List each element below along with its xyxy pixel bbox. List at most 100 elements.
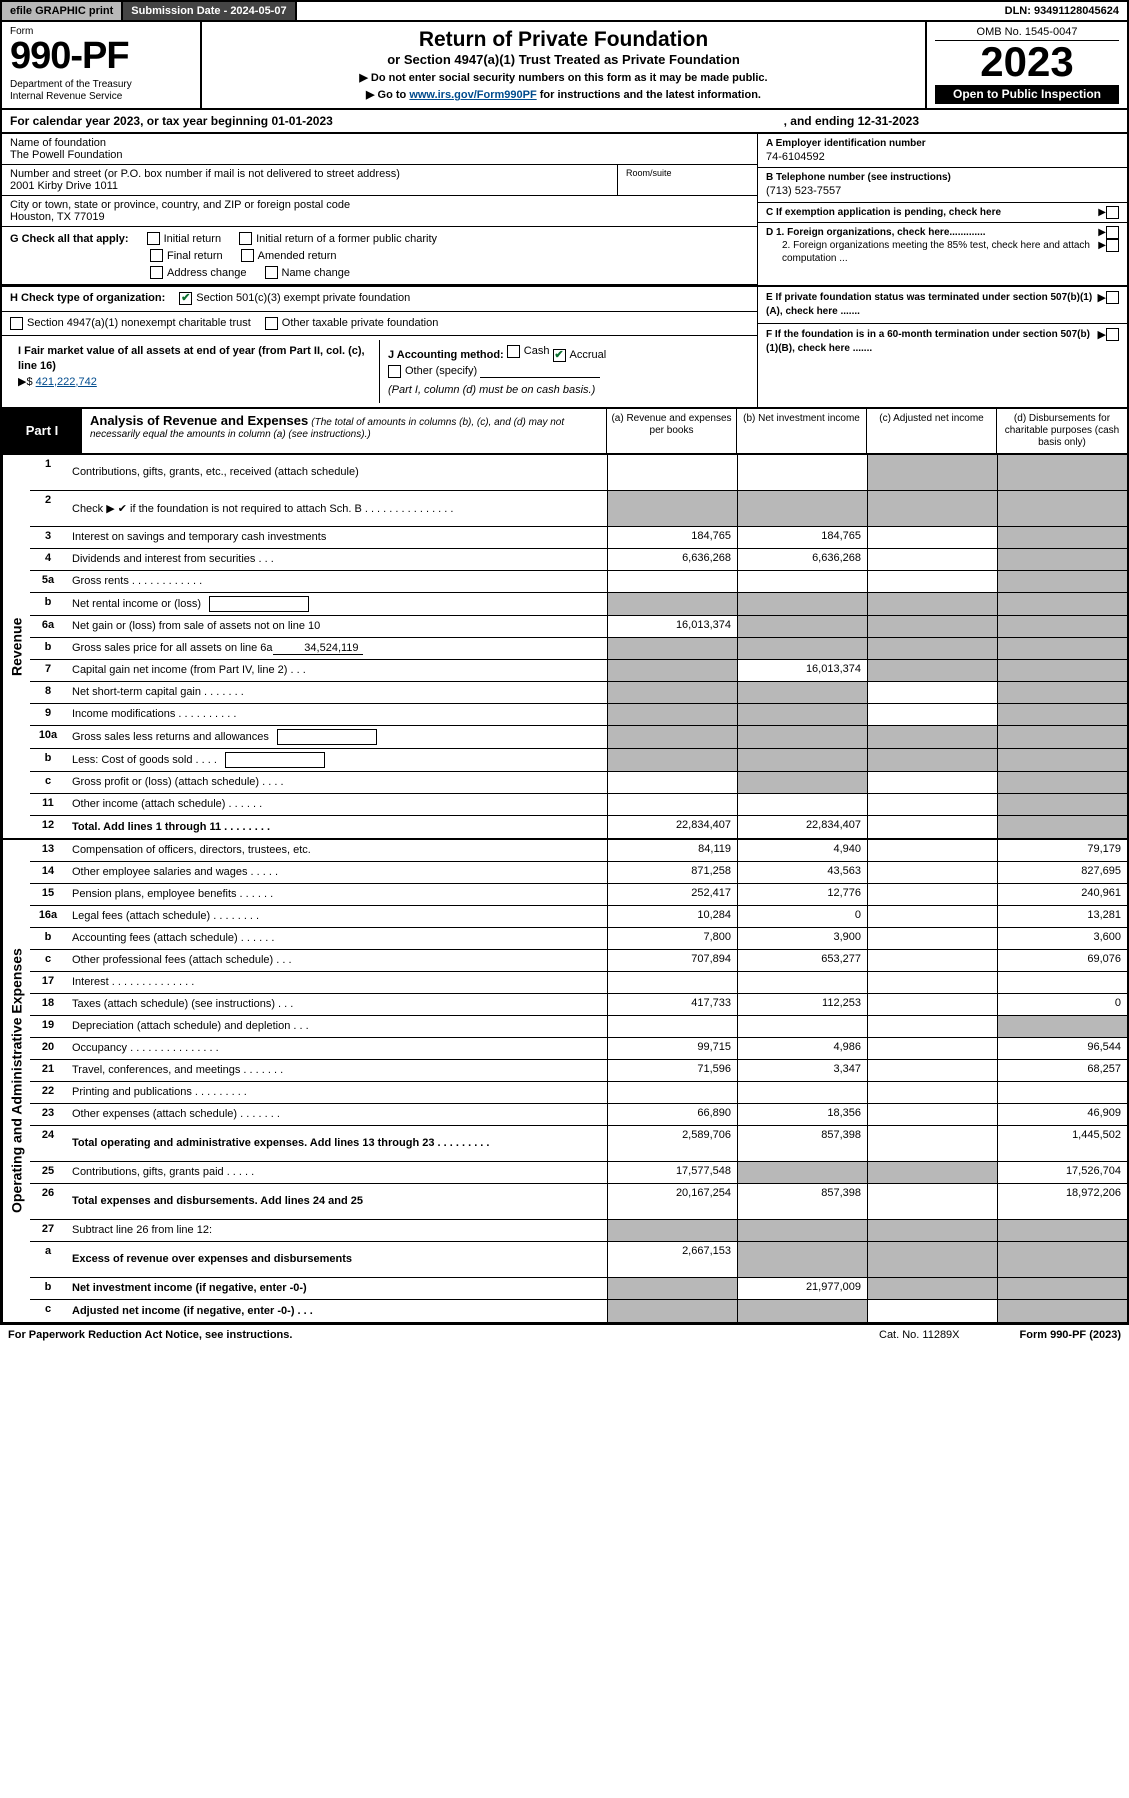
amount-cell [607, 455, 737, 490]
amount-cell [997, 1278, 1127, 1299]
chk-e[interactable] [1106, 291, 1119, 304]
form-header: Form 990-PF Department of the Treasury I… [0, 22, 1129, 110]
amount-cell [867, 660, 997, 681]
amount-cell [997, 704, 1127, 725]
chk-4947[interactable]: Section 4947(a)(1) nonexempt charitable … [10, 316, 251, 331]
amount-cell [607, 772, 737, 793]
line-description: Interest on savings and temporary cash i… [66, 527, 607, 548]
line-description: Total operating and administrative expen… [66, 1126, 607, 1161]
amount-cell: 184,765 [607, 527, 737, 548]
table-row: 8Net short-term capital gain . . . . . .… [30, 682, 1127, 704]
amount-cell [737, 972, 867, 993]
revenue-section: Revenue 1Contributions, gifts, grants, e… [0, 455, 1129, 840]
amount-cell [607, 660, 737, 681]
e-label: E If private foundation status was termi… [766, 291, 1098, 319]
amount-cell [997, 1242, 1127, 1277]
amount-cell: 0 [997, 994, 1127, 1015]
line-description: Taxes (attach schedule) (see instruction… [66, 994, 607, 1015]
amount-cell [737, 1162, 867, 1183]
chk-d2[interactable] [1106, 239, 1119, 252]
line-number: 1 [30, 455, 66, 490]
address-label: Number and street (or P.O. box number if… [10, 168, 609, 180]
chk-name-change[interactable]: Name change [265, 266, 351, 279]
line-number: 12 [30, 816, 66, 838]
cal-year-end: , and ending 12-31-2023 [784, 114, 919, 128]
table-row: 9Income modifications . . . . . . . . . … [30, 704, 1127, 726]
chk-accrual[interactable]: Accrual [553, 348, 607, 363]
amount-cell [867, 455, 997, 490]
chk-other-taxable[interactable]: Other taxable private foundation [265, 316, 439, 331]
chk-c[interactable] [1106, 206, 1119, 219]
line-description: Contributions, gifts, grants paid . . . … [66, 1162, 607, 1183]
table-row: 2Check ▶ ✔ if the foundation is not requ… [30, 491, 1127, 527]
line-number: 16a [30, 906, 66, 927]
cat-no: Cat. No. 11289X [879, 1329, 960, 1341]
table-row: 1Contributions, gifts, grants, etc., rec… [30, 455, 1127, 491]
table-row: 13Compensation of officers, directors, t… [30, 840, 1127, 862]
submission-date: Submission Date - 2024-05-07 [123, 2, 296, 20]
table-row: bLess: Cost of goods sold . . . . [30, 749, 1127, 772]
j-note: (Part I, column (d) must be on cash basi… [388, 384, 595, 396]
chk-d1[interactable] [1106, 226, 1119, 239]
i-value[interactable]: 421,222,742 [36, 376, 97, 388]
irs-link[interactable]: www.irs.gov/Form990PF [409, 89, 536, 101]
chk-final-return[interactable]: Final return [150, 249, 223, 262]
line-number: 10a [30, 726, 66, 748]
amount-cell [607, 593, 737, 615]
amount-cell: 46,909 [997, 1104, 1127, 1125]
table-row: bNet rental income or (loss) [30, 593, 1127, 616]
line-description: Occupancy . . . . . . . . . . . . . . . [66, 1038, 607, 1059]
amount-cell [867, 749, 997, 771]
line-description: Adjusted net income (if negative, enter … [66, 1300, 607, 1322]
amount-cell [607, 1300, 737, 1322]
room-suite-label: Room/suite [617, 165, 757, 195]
line-number: 26 [30, 1184, 66, 1219]
line-number: 7 [30, 660, 66, 681]
chk-f[interactable] [1106, 328, 1119, 341]
foundation-name-label: Name of foundation [10, 137, 749, 149]
line-description: Accounting fees (attach schedule) . . . … [66, 928, 607, 949]
amount-cell: 240,961 [997, 884, 1127, 905]
d1-label: D 1. Foreign organizations, check here..… [766, 226, 1098, 239]
amount-cell [607, 749, 737, 771]
table-row: 3Interest on savings and temporary cash … [30, 527, 1127, 549]
amount-cell [867, 1038, 997, 1059]
line-description: Net gain or (loss) from sale of assets n… [66, 616, 607, 637]
table-row: cGross profit or (loss) (attach schedule… [30, 772, 1127, 794]
amount-cell [737, 491, 867, 526]
amount-cell: 68,257 [997, 1060, 1127, 1081]
chk-address-change[interactable]: Address change [150, 266, 247, 279]
line-number: 4 [30, 549, 66, 570]
chk-cash[interactable]: Cash [507, 344, 550, 359]
amount-cell: 71,596 [607, 1060, 737, 1081]
amount-cell [737, 455, 867, 490]
amount-cell [867, 1162, 997, 1183]
line-number: c [30, 772, 66, 793]
amount-cell [737, 616, 867, 637]
table-row: 24Total operating and administrative exp… [30, 1126, 1127, 1162]
line-number: 15 [30, 884, 66, 905]
tax-year: 2023 [935, 41, 1119, 83]
table-row: 5aGross rents . . . . . . . . . . . . [30, 571, 1127, 593]
line-description: Printing and publications . . . . . . . … [66, 1082, 607, 1103]
amount-cell [997, 549, 1127, 570]
table-row: 10aGross sales less returns and allowanc… [30, 726, 1127, 749]
chk-501c3[interactable]: Section 501(c)(3) exempt private foundat… [179, 291, 410, 306]
ein-label: A Employer identification number [766, 137, 1119, 150]
chk-other-method[interactable]: Other (specify) [388, 364, 477, 379]
table-row: 16aLegal fees (attach schedule) . . . . … [30, 906, 1127, 928]
chk-initial-return[interactable]: Initial return [147, 232, 221, 245]
amount-cell [997, 491, 1127, 526]
dept-label: Department of the Treasury [10, 79, 132, 90]
table-row: 18Taxes (attach schedule) (see instructi… [30, 994, 1127, 1016]
amount-cell [997, 772, 1127, 793]
chk-amended-return[interactable]: Amended return [241, 249, 337, 262]
amount-cell: 79,179 [997, 840, 1127, 861]
f-label: F If the foundation is in a 60-month ter… [766, 328, 1098, 356]
amount-cell: 184,765 [737, 527, 867, 548]
amount-cell [997, 571, 1127, 592]
line-description: Net short-term capital gain . . . . . . … [66, 682, 607, 703]
amount-cell: 22,834,407 [737, 816, 867, 838]
chk-initial-return-former[interactable]: Initial return of a former public charit… [239, 232, 437, 245]
amount-cell [997, 726, 1127, 748]
